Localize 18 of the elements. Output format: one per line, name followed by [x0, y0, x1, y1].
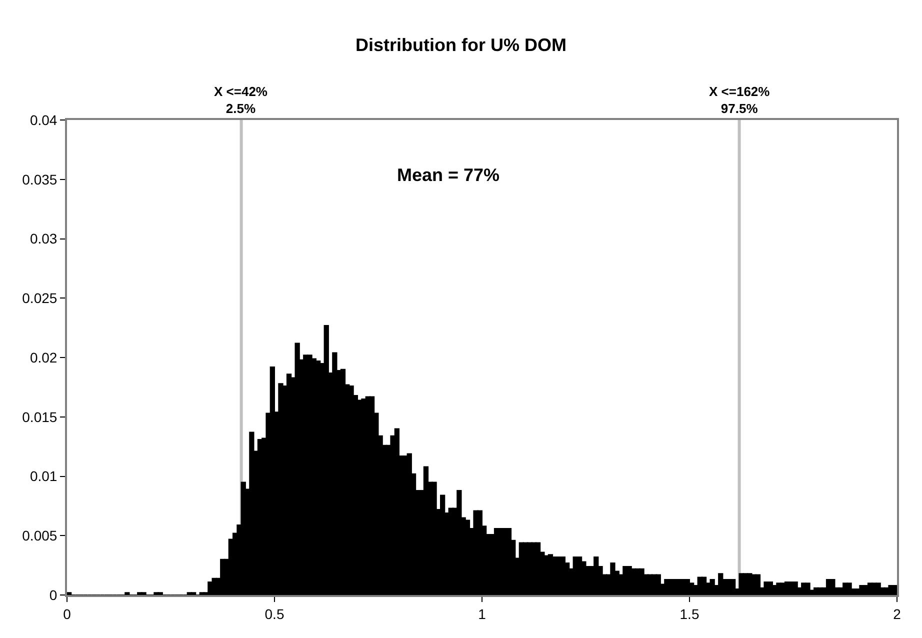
- y-tick-label: 0.005: [22, 528, 58, 544]
- y-tick-label: 0.01: [30, 468, 58, 484]
- ref-line-label: X <=42% 2.5%: [214, 84, 268, 116]
- annotation: Mean = 77%: [397, 165, 500, 185]
- y-tick-label: 0: [49, 586, 58, 603]
- y-tick-label: 0.04: [30, 112, 58, 128]
- x-tick-label: 0: [63, 606, 72, 622]
- x-tick-label: 1.5: [680, 606, 700, 622]
- y-tick-label: 0.02: [30, 349, 58, 366]
- x-tick-label: 0.5: [264, 606, 284, 622]
- x-tick-label: 2: [893, 606, 902, 622]
- ref-line-label: X <=162% 97.5%: [709, 84, 770, 116]
- x-tick-label: 1: [478, 606, 486, 622]
- y-tick-label: 0.03: [30, 230, 58, 247]
- y-tick-label: 0.015: [22, 408, 58, 425]
- y-tick-label: 0.035: [22, 171, 58, 188]
- y-tick-label: 0.025: [22, 290, 58, 306]
- chart-title: Distribution for U% DOM: [356, 34, 566, 55]
